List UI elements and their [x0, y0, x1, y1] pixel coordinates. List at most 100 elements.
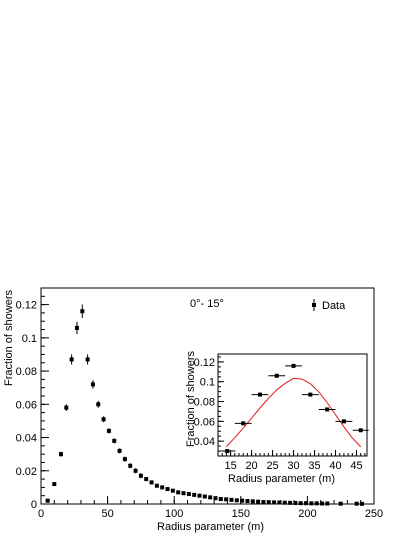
main-y-axis: 0 0.02 0.04 0.06 0.08 0.1 0.12: [16, 287, 49, 511]
main-y-tick-label: 0.06: [16, 399, 37, 411]
inset-x-axis: 15 20 25 30 35 40 45: [221, 450, 366, 472]
main-data-point: [122, 457, 127, 462]
main-y-tick-label: 0.1: [22, 333, 37, 345]
inset-fit-curve: [226, 377, 362, 448]
main-x-tick-label: 150: [232, 508, 250, 520]
main-y-tick-label: 0.12: [16, 300, 37, 312]
main-data-point: [165, 487, 170, 492]
main-y-tick-label: 0: [31, 499, 37, 511]
main-data-point: [58, 452, 63, 457]
main-x-axis-label: Radius parameter (m): [157, 521, 264, 533]
main-data-point: [85, 357, 90, 362]
main-series-data: [45, 304, 365, 506]
main-data-point: [240, 498, 245, 503]
main-data-point: [309, 501, 314, 506]
inset-x-tick-label: 35: [308, 460, 320, 472]
legend-marker: [312, 303, 316, 307]
inset-x-tick-label: 25: [266, 460, 278, 472]
main-data-point: [277, 500, 282, 505]
main-data-point: [186, 492, 191, 497]
inset-x-axis-label: Radius parameter (m): [228, 473, 335, 485]
main-data-point: [266, 500, 271, 505]
main-data-point: [298, 501, 303, 506]
main-data-point: [338, 501, 343, 506]
main-data-point: [208, 495, 213, 500]
main-data-point: [272, 500, 277, 505]
main-data-point: [293, 501, 298, 506]
main-data-point: [160, 485, 165, 490]
inset-data-point: [274, 373, 279, 378]
inset-x-tick-label: 30: [287, 460, 299, 472]
main-data-point: [128, 463, 133, 468]
main-data-point: [64, 405, 69, 410]
main-x-tick-label: 100: [165, 508, 183, 520]
main-data-point: [250, 499, 255, 504]
main-x-axis: 0 50 100 150 200 250: [38, 496, 383, 520]
main-data-point: [213, 496, 218, 501]
main-y-tick-label: 0.04: [16, 433, 37, 445]
main-data-point: [202, 494, 207, 499]
main-data-point: [90, 382, 95, 387]
main-data-point: [245, 499, 250, 504]
main-data-point: [354, 501, 359, 506]
main-data-point: [288, 500, 293, 505]
inset-data-point: [291, 363, 296, 368]
main-data-point: [325, 501, 330, 506]
legend-entry-data: Data: [322, 300, 346, 312]
main-y-axis-label: Fraction of showers: [3, 290, 15, 386]
main-x-tick-label: 0: [38, 508, 44, 520]
inset-x-tick-label: 20: [245, 460, 257, 472]
inset-data-point: [225, 449, 230, 454]
legend: Data: [312, 299, 346, 312]
inset-y-axis: 0.04 0.06 0.08 0.1 0.12: [194, 356, 224, 452]
inset-y-tick-label: 0.1: [200, 377, 215, 389]
main-data-point: [112, 438, 117, 443]
main-y-tick-label: 0.08: [16, 366, 37, 378]
main-data-point: [144, 477, 149, 482]
main-data-point: [192, 492, 197, 497]
main-data-point: [117, 448, 122, 453]
main-data-point: [282, 500, 287, 505]
main-data-point: [74, 325, 79, 330]
main-data-point: [45, 498, 50, 503]
main-data-point: [304, 501, 309, 506]
main-data-point: [138, 473, 143, 478]
inset-y-tick-label: 0.08: [194, 397, 215, 409]
inset-y-tick-label: 0.04: [194, 436, 215, 448]
inset-data-point: [241, 421, 246, 426]
main-data-point: [106, 428, 111, 433]
main-data-point: [176, 490, 181, 495]
main-x-tick-label: 50: [101, 508, 113, 520]
main-plot: 00.020.040.060.080.10.12 0 50 100 150 200 250…: [3, 287, 383, 533]
main-data-point: [149, 480, 154, 485]
inset-data-point: [325, 407, 330, 412]
main-x-tick-label: 200: [298, 508, 316, 520]
main-data-point: [360, 501, 365, 506]
main-data-point: [320, 501, 325, 506]
main-data-point: [314, 501, 319, 506]
main-data-point: [154, 483, 159, 488]
main-data-point: [218, 497, 223, 502]
main-x-tick-label: 250: [365, 508, 383, 520]
inset-data-point: [308, 392, 313, 397]
main-data-point: [170, 488, 175, 493]
main-data-point: [52, 482, 57, 487]
inset-x-tick-label: 45: [350, 460, 362, 472]
inset-plot-frame: [217, 353, 368, 457]
main-data-point: [261, 500, 266, 505]
main-data-point: [229, 497, 234, 502]
main-data-point: [96, 402, 101, 407]
inset-data-point: [341, 419, 346, 424]
main-data-point: [80, 309, 85, 314]
inset-y-tick-label: 0.12: [194, 357, 215, 369]
main-data-point: [197, 493, 202, 498]
main-data-point: [256, 499, 261, 504]
main-data-point: [234, 498, 239, 503]
main-y-tick-label: 0.02: [16, 466, 37, 478]
inset-data-point: [257, 392, 262, 397]
main-data-point: [101, 417, 106, 422]
inset-series-data: [219, 363, 369, 454]
main-data-point: [133, 468, 138, 473]
main-data-point: [181, 491, 186, 496]
